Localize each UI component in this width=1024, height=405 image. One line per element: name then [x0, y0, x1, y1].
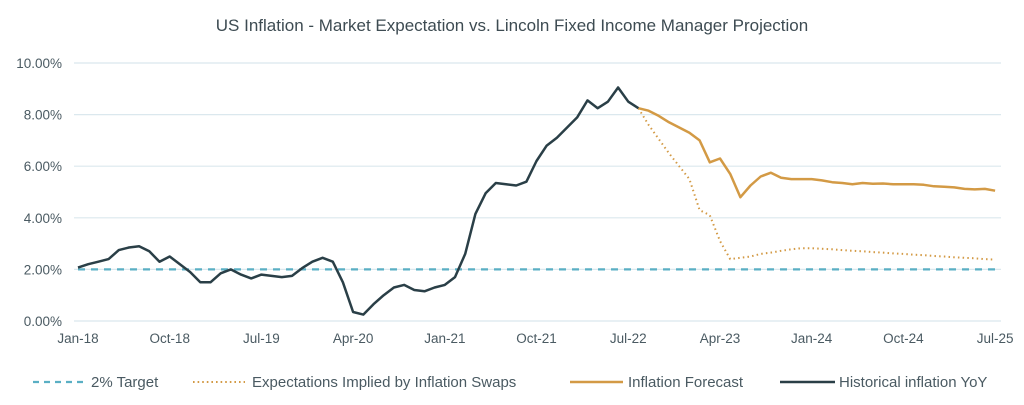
legend-label-target: 2% Target: [91, 374, 159, 391]
legend: 2% Target Expectations Implied by Inflat…: [33, 374, 987, 391]
series-line-expectations-implied-by-inflation-swaps: [637, 107, 996, 261]
legend-item-historical[interactable]: Historical inflation YoY: [780, 374, 987, 391]
gridlines: [74, 62, 1001, 322]
x-tick-label: Apr-20: [333, 331, 374, 346]
x-tick-label: Jul-25: [977, 331, 1014, 346]
series-line-historical-inflation-yoy: [77, 86, 640, 316]
x-tick-label: Apr-23: [700, 331, 741, 346]
legend-label-swaps: Expectations Implied by Inflation Swaps: [252, 374, 516, 391]
x-tick-label: Jul-22: [610, 331, 647, 346]
chart-title: US Inflation - Market Expectation vs. Li…: [216, 16, 808, 35]
x-tick-label: Jan-21: [424, 331, 465, 346]
x-tick-label: Oct-24: [883, 331, 924, 346]
x-tick-label: Jul-19: [243, 331, 280, 346]
x-tick-label: Oct-18: [149, 331, 190, 346]
x-tick-label: Jan-24: [791, 331, 833, 346]
legend-label-forecast: Inflation Forecast: [628, 374, 744, 391]
legend-label-historical: Historical inflation YoY: [839, 374, 987, 391]
y-tick-label: 6.00%: [24, 159, 62, 174]
series-lines: [77, 86, 997, 316]
legend-item-target[interactable]: 2% Target: [33, 374, 159, 391]
y-tick-label: 8.00%: [24, 108, 62, 123]
x-tick-label: Oct-21: [516, 331, 557, 346]
x-tick-label: Jan-18: [57, 331, 98, 346]
y-tick-label: 0.00%: [24, 314, 62, 329]
y-tick-label: 2.00%: [24, 262, 62, 277]
series-line-inflation-forecast: [638, 106, 996, 199]
y-axis-ticks: 0.00% 2.00% 4.00% 6.00% 8.00% 10.00%: [16, 56, 62, 329]
legend-item-swaps[interactable]: Expectations Implied by Inflation Swaps: [193, 374, 516, 391]
x-axis-ticks: Jan-18 Oct-18 Jul-19 Apr-20 Jan-21 Oct-21 Jul-…: [57, 331, 1013, 346]
y-tick-label: 4.00%: [24, 211, 62, 226]
legend-item-forecast[interactable]: Inflation Forecast: [570, 374, 744, 391]
y-tick-label: 10.00%: [16, 56, 62, 71]
